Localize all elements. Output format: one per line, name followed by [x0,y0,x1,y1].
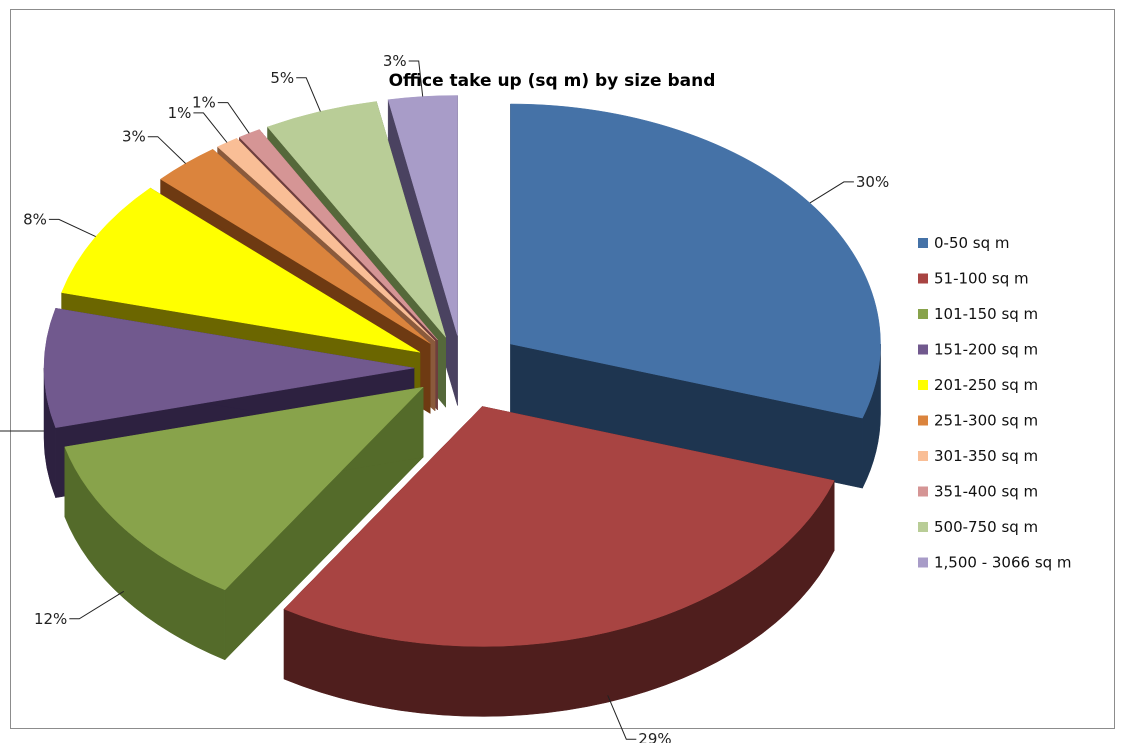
legend-swatch [918,273,928,284]
legend-item: 301-350 sq m [918,447,1038,465]
leader-line [809,181,854,204]
legend-item: 201-250 sq m [918,376,1038,394]
pie-slice [64,386,424,661]
legend-label: 500-750 sq m [934,518,1038,536]
chart-title: Office take up (sq m) by size band [389,71,716,91]
legend-swatch [918,451,928,461]
slice-top [61,187,421,353]
legend-swatch [918,309,928,319]
slice-top [160,149,431,344]
legend-label: 351-400 sq m [934,483,1038,501]
data-label: 29% [638,730,671,743]
slice-top [283,406,835,647]
legend-item: 251-300 sq m [918,412,1038,430]
legend-item: 351-400 sq m [918,483,1038,501]
data-label: 3% [122,128,146,146]
legend-swatch [918,238,928,248]
legend-label: 201-250 sq m [934,376,1038,394]
data-label: 3% [383,52,407,70]
legend: 0-50 sq m 51-100 sq m 101-150 sq m 151-200 … [918,234,1072,572]
legend-label: 51-100 sq m [934,270,1029,288]
legend-item: 151-200 sq m [918,341,1038,359]
pie-slice [283,405,835,717]
data-label: 1% [192,94,216,112]
slice-top [387,95,458,336]
data-label: 12% [34,610,67,628]
slice-top [64,386,424,591]
leader-line [296,77,321,112]
leader-lines [0,60,854,740]
leader-line [408,60,424,97]
data-label: 5% [270,69,294,87]
legend-item: 101-150 sq m [918,305,1038,323]
legend-item: 51-100 sq m [918,270,1029,288]
legend-label: 0-50 sq m [934,234,1010,252]
legend-label: 251-300 sq m [934,412,1038,430]
leader-line [607,695,637,740]
legend-swatch [918,522,928,532]
legend-label: 1,500 - 3066 sq m [934,554,1072,572]
data-label: 1% [168,104,192,122]
slice-top [217,138,436,342]
pie-slice [510,103,881,489]
legend-item: 0-50 sq m [918,234,1010,252]
leader-line [193,112,228,143]
slice-top [510,103,881,419]
slice-top [43,308,415,428]
leader-line [147,136,186,164]
legend-swatch [918,557,928,568]
legend-label: 151-200 sq m [934,341,1038,359]
legend-swatch [918,344,928,355]
legend-swatch [918,380,928,390]
legend-swatch [918,486,928,497]
slice-top [267,101,446,338]
leader-line [217,102,250,134]
data-label: 30% [856,173,889,191]
legend-label: 301-350 sq m [934,447,1038,465]
legend-item: 1,500 - 3066 sq m [918,554,1072,572]
leader-line [69,590,125,620]
legend-label: 101-150 sq m [934,305,1038,323]
pie-slices [43,95,881,717]
leader-line [48,218,96,238]
data-label: 8% [23,210,47,228]
legend-swatch [918,415,928,426]
legend-item: 500-750 sq m [918,518,1038,536]
data-labels: 30%29%12%8%8%3%1%1%5%3% [23,52,889,743]
